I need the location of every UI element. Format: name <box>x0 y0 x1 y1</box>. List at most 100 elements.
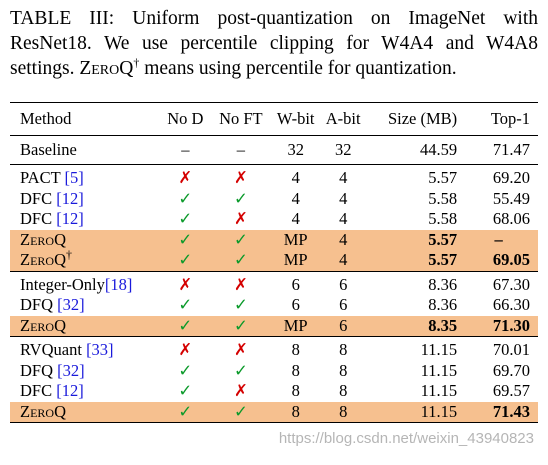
check-mark-icon: ✓ <box>210 401 271 423</box>
cell-method: ZeroQ† <box>10 249 160 271</box>
watermark: https://blog.csdn.net/weixin_43940823 <box>278 430 534 447</box>
cell-a-bit: 4 <box>320 229 366 250</box>
citation-link[interactable]: [18] <box>104 274 133 294</box>
cell-a-bit: 6 <box>339 295 348 314</box>
cell-a-bit: 6 <box>320 270 366 295</box>
cell-size: 11.15 <box>366 401 468 423</box>
cell-size: 8.36 <box>428 295 458 314</box>
cell-top1: 69.05 <box>467 250 538 271</box>
citation-link[interactable]: [12] <box>56 188 84 208</box>
cell-a-bit: 4 <box>320 250 366 271</box>
table-row-highlighted: ZeroQ ✓ ✓ MP 4 5.57 – <box>10 229 538 250</box>
check-mark-icon: ✓ <box>178 209 193 228</box>
caption-line-3: settings. ZeroQ† means using percentile … <box>10 55 457 80</box>
cell-no-d: – <box>181 140 190 159</box>
cell-top1: 66.30 <box>492 295 530 314</box>
check-mark-icon: ✓ <box>210 315 271 337</box>
cell-method: RVQuant [33] <box>10 336 160 361</box>
table-row-baseline: Baseline – – 32 32 44.59 71.47 <box>10 136 538 165</box>
cell-a-bit: 8 <box>339 381 348 400</box>
cross-mark-icon: ✗ <box>159 270 211 295</box>
citation-link[interactable]: [32] <box>57 295 85 314</box>
table-row: RVQuant [33] ✗ ✗ 8 8 11.15 70.01 <box>10 336 538 361</box>
cross-mark-icon: ✗ <box>159 336 211 361</box>
header-no-d: No D <box>159 102 211 136</box>
table-row: DFC [12] ✓ ✗ 4 4 5.58 68.06 <box>10 209 538 230</box>
cell-w-bit: 6 <box>271 270 321 295</box>
cross-mark-icon: ✗ <box>210 336 271 361</box>
cell-a-bit: 8 <box>339 360 348 380</box>
cell-method: DFQ [32] <box>20 295 85 314</box>
cell-size: 5.57 <box>366 229 468 250</box>
cross-mark-icon: ✗ <box>210 270 271 295</box>
cell-w-bit: MP <box>271 315 321 337</box>
cell-a-bit: 4 <box>339 209 348 228</box>
cell-size: 5.58 <box>428 188 458 208</box>
header-method: Method <box>10 102 160 136</box>
cell-top1: 70.01 <box>467 336 538 361</box>
cell-a-bit: 32 <box>334 140 352 159</box>
results-table: Method No D No FT W-bit A-bit Size (MB) … <box>10 102 538 423</box>
cell-w-bit: MP <box>271 229 321 250</box>
cross-mark-icon: ✗ <box>233 209 248 228</box>
header-size: Size (MB) <box>366 102 468 136</box>
check-mark-icon: ✓ <box>159 229 211 250</box>
check-mark-icon: ✓ <box>178 188 193 208</box>
header-w-bit: W-bit <box>271 102 321 136</box>
cell-top1: 69.70 <box>492 360 530 380</box>
cell-w-bit: 4 <box>291 188 300 208</box>
cell-size: 5.57 <box>366 250 468 271</box>
cell-a-bit: 6 <box>320 315 366 337</box>
cell-method: DFQ [32] <box>20 360 85 380</box>
check-mark-icon: ✓ <box>159 315 211 337</box>
cell-method: DFC [12] <box>20 188 84 208</box>
cell-method: Integer-Only[18] <box>10 270 160 295</box>
cell-method: ZeroQ <box>10 401 160 423</box>
table-row: Integer-Only[18] ✗ ✗ 6 6 8.36 67.30 <box>10 270 538 295</box>
citation-link[interactable]: [12] <box>56 209 84 228</box>
check-mark-icon: ✓ <box>210 229 271 250</box>
cell-top1: 71.43 <box>467 401 538 423</box>
cell-size: 11.15 <box>420 360 458 380</box>
cell-size: 11.15 <box>366 336 468 361</box>
cell-method: ZeroQ <box>10 229 160 250</box>
citation-link[interactable]: [32] <box>57 360 85 380</box>
citation-link[interactable]: [5] <box>64 168 84 187</box>
cell-method: DFC [12] <box>20 381 84 400</box>
cell-w-bit: 4 <box>271 164 321 189</box>
table-caption: TABLE III: Uniform post-quantization on … <box>10 6 538 81</box>
cell-size: 5.58 <box>428 209 458 228</box>
cross-mark-icon: ✗ <box>159 164 211 189</box>
cell-top1: 71.30 <box>467 315 538 337</box>
table-row: DFQ [32] ✓ ✓ 6 6 8.36 66.30 <box>10 295 538 316</box>
caption-line-2: ResNet18. We use percentile clipping for… <box>10 33 538 54</box>
table-row: PACT [5] ✗ ✗ 4 4 5.57 69.20 <box>10 164 538 189</box>
cell-a-bit: 4 <box>320 164 366 189</box>
check-mark-icon: ✓ <box>178 360 193 380</box>
cell-top1: 55.49 <box>492 188 530 208</box>
cell-size: 5.57 <box>366 164 468 189</box>
check-mark-icon: ✓ <box>178 381 193 400</box>
cell-top1: 69.57 <box>492 381 530 400</box>
cell-top1: 68.06 <box>492 209 530 228</box>
citation-link[interactable]: [33] <box>86 340 114 359</box>
cell-w-bit: 4 <box>291 209 300 228</box>
check-mark-icon: ✓ <box>233 295 248 314</box>
cell-method: PACT [5] <box>10 164 160 189</box>
check-mark-icon: ✓ <box>159 250 211 271</box>
table-header-row: Method No D No FT W-bit A-bit Size (MB) … <box>10 102 538 136</box>
cell-top1: 69.20 <box>467 164 538 189</box>
cell-top1: 71.47 <box>492 140 530 159</box>
cross-mark-icon: ✗ <box>233 381 248 400</box>
cell-w-bit: 8 <box>291 360 300 380</box>
cell-top1: 67.30 <box>467 270 538 295</box>
cell-w-bit: 32 <box>287 140 304 159</box>
cell-top1: – <box>467 229 538 250</box>
cell-w-bit: 8 <box>271 336 321 361</box>
citation-link[interactable]: [12] <box>56 381 84 400</box>
table-row-highlighted: ZeroQ ✓ ✓ MP 6 8.35 71.30 <box>10 315 538 337</box>
cell-w-bit: 8 <box>271 401 321 423</box>
header-no-ft: No FT <box>210 102 271 136</box>
check-mark-icon: ✓ <box>159 401 211 423</box>
cell-w-bit: 8 <box>291 381 300 400</box>
